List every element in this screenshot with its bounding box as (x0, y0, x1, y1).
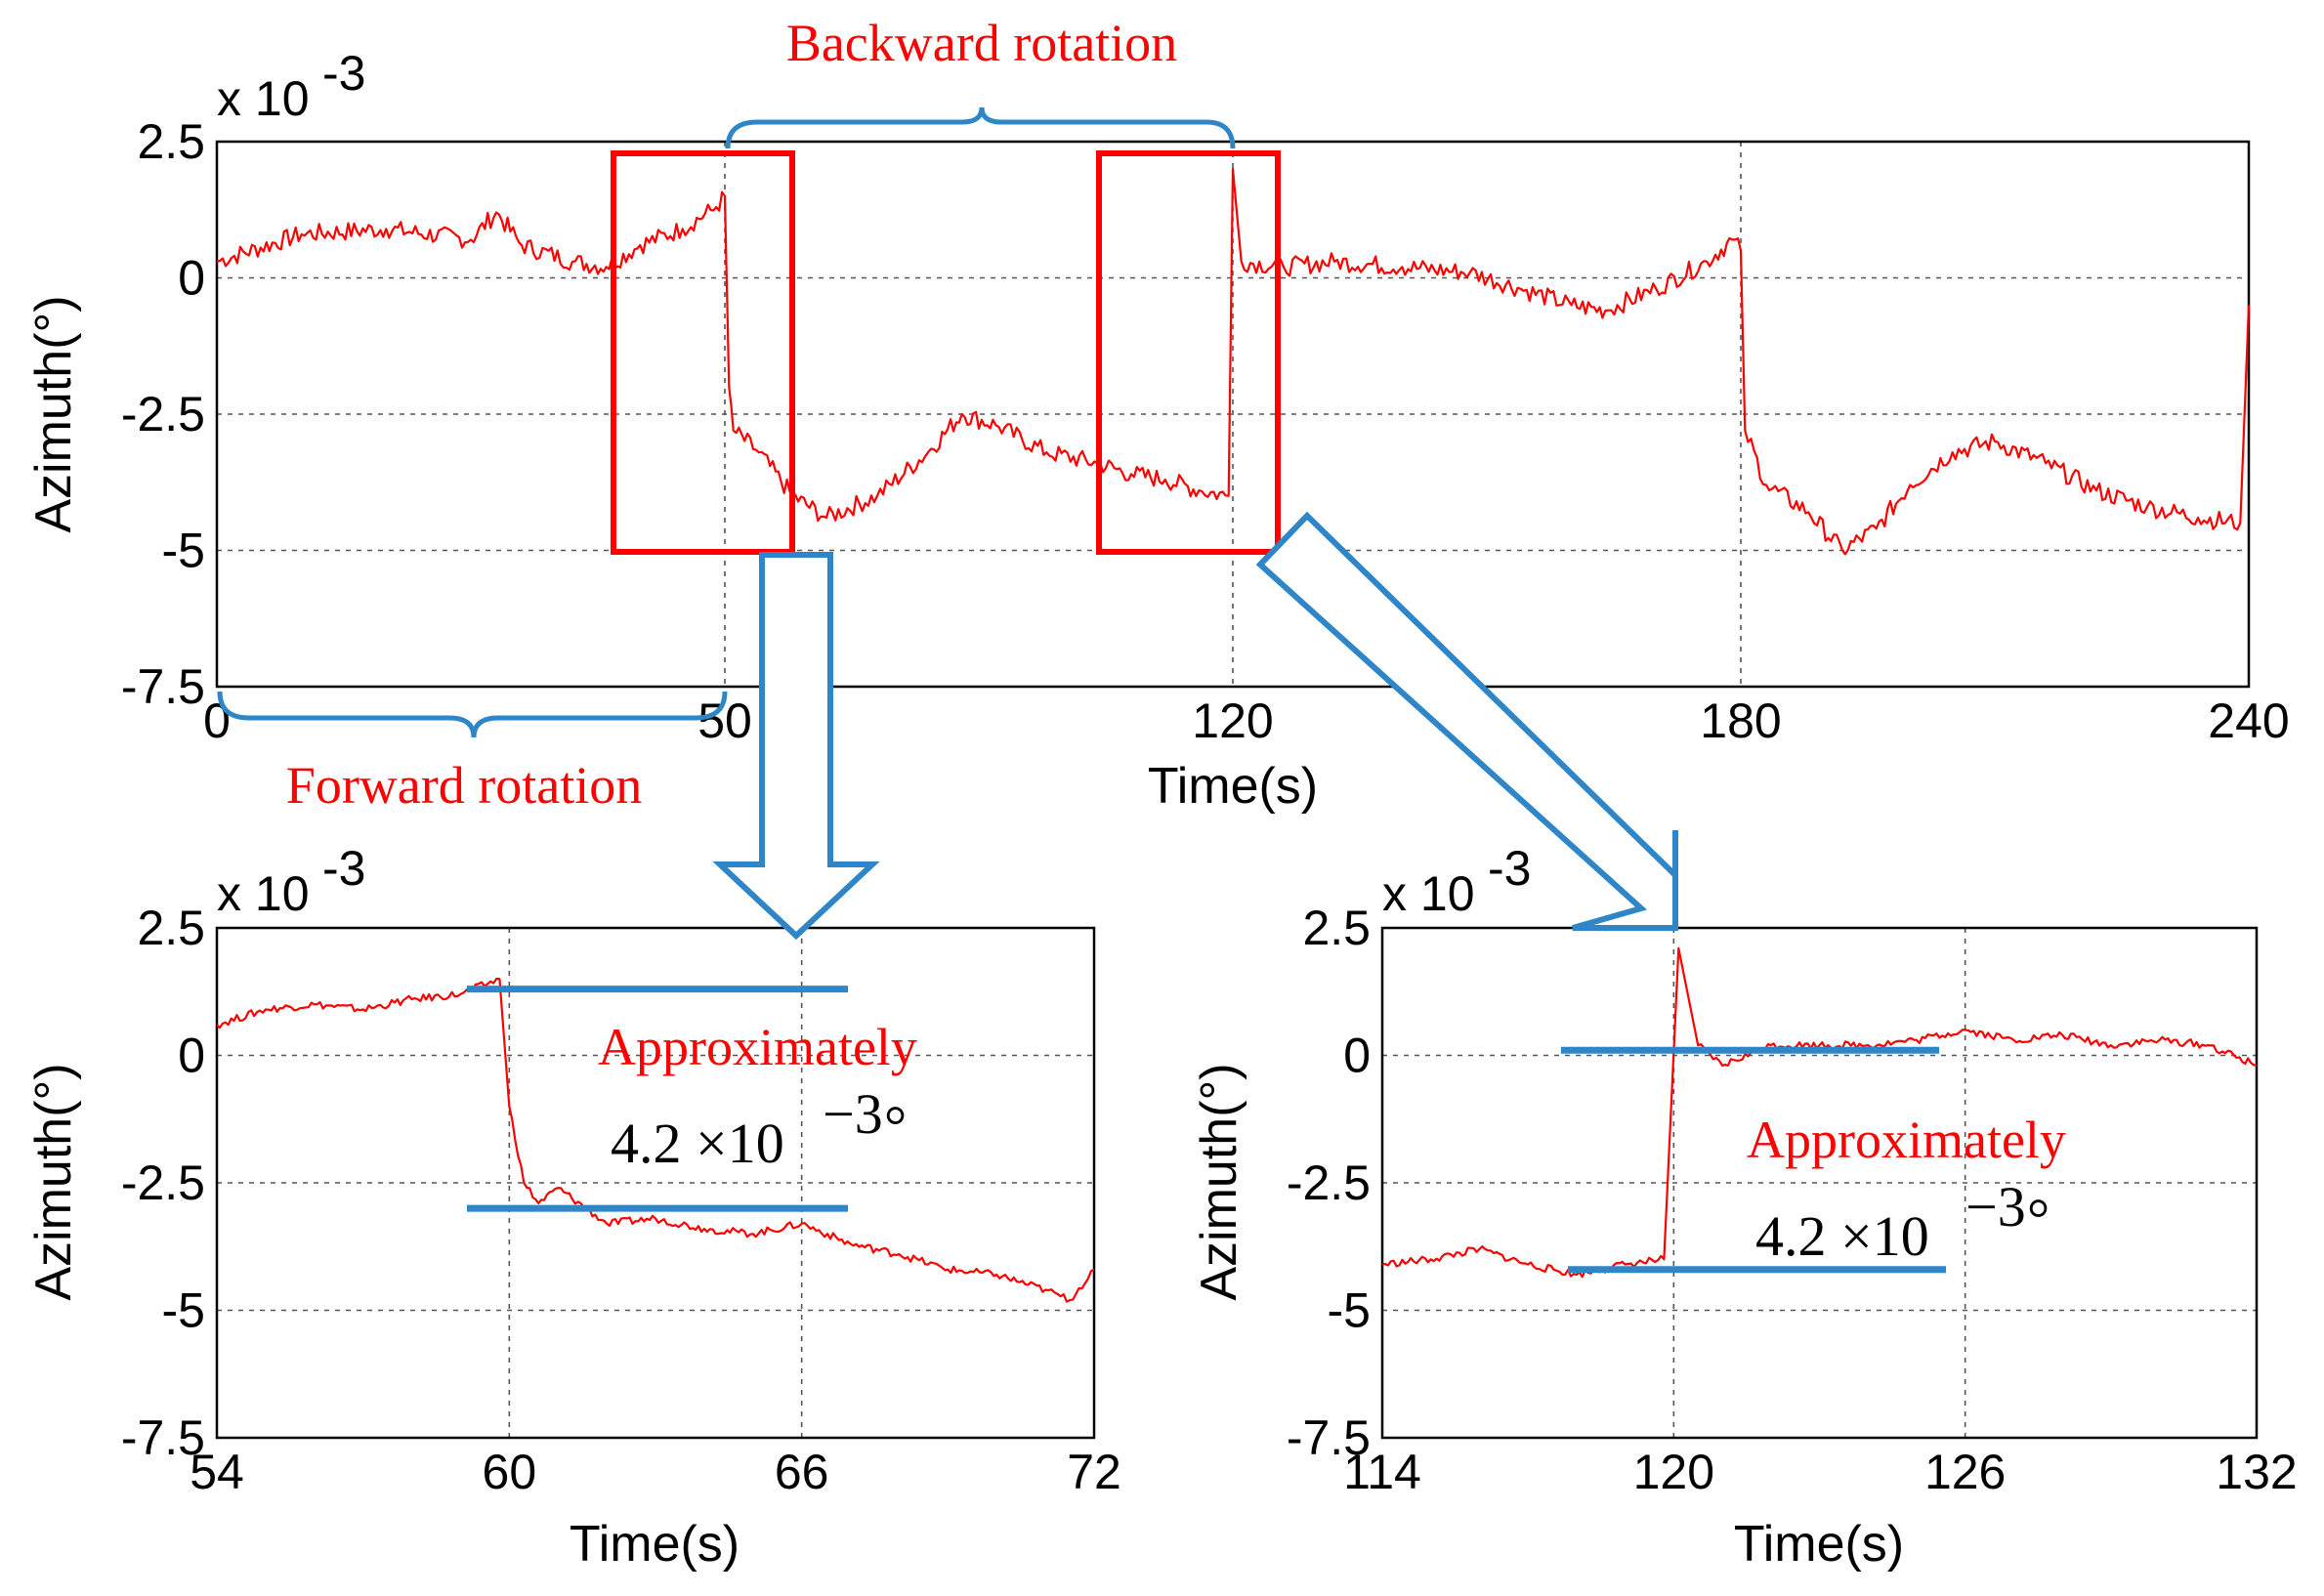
bottom-right-tick-labels: 114 120 126 132 2.5 0 -2.5 -5 -7.5 (1287, 901, 2298, 1499)
top-x-axis-label: Time(s) (1148, 758, 1318, 815)
bottom-left-y-exponent: x 10 (217, 866, 310, 921)
top-y-tick-label: -2.5 (121, 387, 205, 441)
backward-rotation-brace (725, 106, 1236, 149)
selection-box-backward-to-forward (1096, 150, 1281, 555)
bottom-right-value-exponent: −3 (1965, 1175, 2026, 1239)
bottom-left-y-exponent-power: -3 (322, 841, 365, 896)
zoom-arrow-right-icon (1255, 511, 1678, 931)
bottom-right-x-axis-label: Time(s) (1734, 1516, 1904, 1573)
bottom-left-grid (217, 928, 1094, 1438)
selection-box-forward-to-backward (611, 150, 795, 555)
bottom-right-y-tick-label: 2.5 (1302, 901, 1371, 955)
top-y-exponent-power: -3 (322, 46, 365, 101)
bottom-left-tick-labels: 54 60 66 72 2.5 0 -2.5 -5 -7.5 (121, 901, 1121, 1499)
backward-rotation-label: Backward rotation (786, 14, 1177, 72)
bottom-right-y-tick-label: -7.5 (1287, 1410, 1371, 1465)
bottom-right-x-tick-label: 120 (1633, 1445, 1714, 1499)
bottom-right-y-tick-label: -2.5 (1287, 1155, 1371, 1210)
bottom-left-value-exponent: −3 (823, 1082, 883, 1146)
bottom-right-x-tick-label: 114 (1343, 1445, 1421, 1499)
bottom-right-plot-frame (1380, 926, 2259, 1440)
bottom-left-y-tick-label: 0 (178, 1029, 205, 1083)
bottom-left-x-tick-label: 72 (1067, 1445, 1121, 1499)
bottom-left-y-tick-label: -5 (162, 1283, 205, 1338)
top-y-tick-label: 2.5 (137, 114, 205, 169)
top-y-exponent: x 10 (217, 71, 310, 126)
bottom-right-x-tick-label: 126 (1924, 1445, 2006, 1499)
bottom-right-y-axis-label: Azimuth(°) (1191, 1063, 1247, 1300)
bottom-right-y-exponent: x 10 (1382, 866, 1475, 921)
bottom-left-x-tick-label: 54 (190, 1445, 244, 1499)
top-y-tick-label: 0 (178, 251, 205, 306)
top-x-tick-label: 240 (2208, 693, 2289, 748)
top-y-axis-label: Azimuth(°) (25, 295, 82, 532)
forward-rotation-label: Forward rotation (286, 756, 642, 815)
bottom-left-approximately-label: Approximately (598, 1018, 917, 1076)
top-x-tick-label: 120 (1192, 693, 1273, 748)
bottom-right-grid (1382, 928, 2257, 1438)
bottom-left-x-axis-label: Time(s) (570, 1516, 739, 1573)
bottom-right-approximately-label: Approximately (1747, 1111, 2066, 1169)
bottom-left-plot-frame (215, 926, 1096, 1440)
bottom-left-y-tick-label: -2.5 (121, 1155, 205, 1210)
bottom-left-value-label: 4.2 ×10 (611, 1112, 784, 1175)
top-series-line (216, 167, 2251, 556)
bottom-left-y-tick-label: -7.5 (121, 1410, 205, 1465)
bottom-left-x-tick-label: 60 (483, 1445, 537, 1499)
zoom-arrow-left-icon (712, 552, 880, 941)
top-y-tick-label: -5 (162, 524, 205, 578)
bottom-left-x-tick-label: 66 (775, 1445, 829, 1499)
bottom-left-y-axis-label: Azimuth(°) (25, 1063, 82, 1300)
forward-rotation-brace (217, 691, 728, 738)
bottom-right-value-unit: ° (2027, 1187, 2049, 1250)
bottom-right-y-exponent-power: -3 (1488, 841, 1531, 896)
bottom-right-y-tick-label: 0 (1343, 1029, 1371, 1083)
bottom-right-value-label: 4.2 ×10 (1755, 1204, 1929, 1268)
bottom-left-panel: 54 60 66 72 2.5 0 -2.5 -5 -7.5 x 10 -3 Time(s) A… (25, 841, 1121, 1573)
top-x-tick-label: 180 (1700, 693, 1781, 748)
top-x-tick-label: 0 (203, 693, 231, 748)
top-y-tick-label: -7.5 (121, 659, 205, 714)
bottom-left-value-unit: ° (884, 1094, 907, 1157)
bottom-right-x-tick-label: 132 (2216, 1445, 2297, 1499)
bottom-left-y-tick-label: 2.5 (137, 901, 205, 955)
bottom-right-panel: 114 120 126 132 2.5 0 -2.5 -5 -7.5 x 10 -3 Time(… (1191, 841, 2298, 1573)
bottom-right-y-tick-label: -5 (1328, 1283, 1371, 1338)
bottom-left-series-line (216, 977, 1095, 1303)
